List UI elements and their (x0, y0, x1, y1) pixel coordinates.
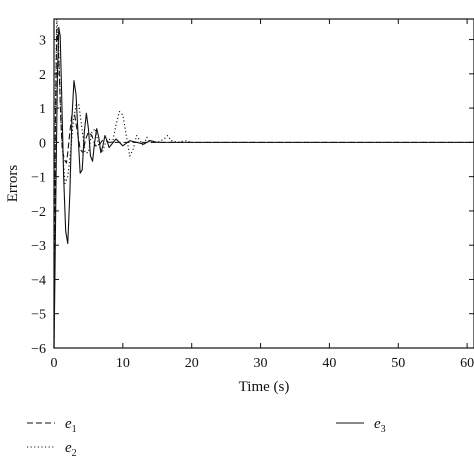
x-axis-label: Time (s) (239, 379, 290, 395)
legend-label-e3: e3 (374, 416, 386, 435)
plot-series-group (53, 18, 474, 349)
series-line-e2 (53, 18, 474, 349)
series-line-e3 (53, 27, 474, 349)
y-tick-label: −2 (31, 205, 46, 220)
axis-ticks-group (53, 19, 474, 349)
y-axis-label: Errors (5, 165, 21, 203)
series-line-e1 (53, 28, 474, 349)
x-tick-label: 10 (116, 356, 130, 371)
y-tick-label: 1 (39, 102, 46, 117)
legend-label-e2: e2 (65, 440, 77, 459)
legend: e1 e2 e3 (27, 416, 386, 459)
y-tick-label: −1 (31, 171, 46, 186)
y-tick-label: −4 (31, 273, 46, 288)
x-tick-label: 50 (391, 356, 405, 371)
x-tick-label: 60 (460, 356, 474, 371)
x-tick-label: 30 (254, 356, 268, 371)
y-tick-label: −6 (31, 342, 46, 357)
y-tick-label: 3 (39, 34, 46, 49)
legend-label-e1: e1 (65, 416, 77, 435)
x-tick-label: 0 (51, 356, 58, 371)
y-tick-label: −3 (31, 239, 46, 254)
plot-frame (53, 18, 474, 349)
y-tick-label: −5 (31, 308, 46, 323)
y-tick-label: 0 (39, 136, 46, 151)
x-tick-label: 40 (322, 356, 336, 371)
x-tick-label: 20 (185, 356, 199, 371)
y-tick-label: 2 (39, 68, 46, 83)
